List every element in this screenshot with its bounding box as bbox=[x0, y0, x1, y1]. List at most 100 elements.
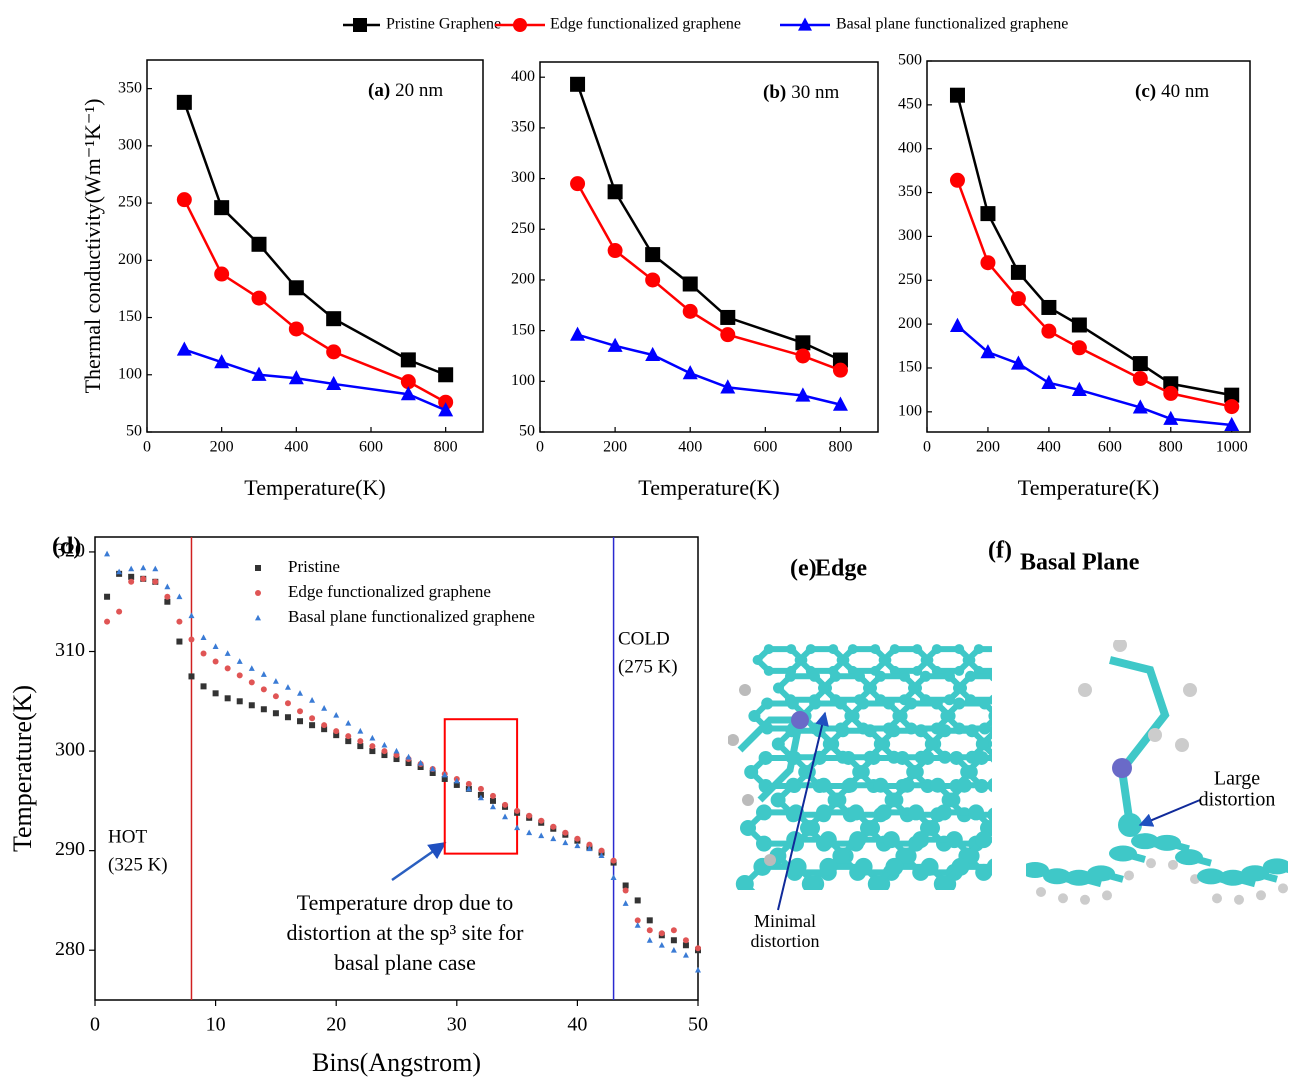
atom bbox=[1058, 666, 1068, 676]
atom bbox=[1142, 751, 1155, 764]
atom bbox=[819, 858, 837, 876]
atom bbox=[1068, 724, 1081, 737]
atom bbox=[1021, 848, 1038, 865]
atom bbox=[819, 892, 837, 910]
atom bbox=[855, 858, 873, 876]
atom bbox=[786, 778, 801, 793]
y-tick-label: 100 bbox=[118, 365, 142, 382]
data-point bbox=[176, 639, 182, 645]
atom bbox=[830, 671, 841, 682]
atom bbox=[900, 778, 915, 793]
data-point bbox=[611, 858, 617, 864]
bond bbox=[988, 812, 1052, 843]
data-point bbox=[152, 566, 158, 572]
atom bbox=[785, 671, 796, 682]
x-tick-label: 40 bbox=[567, 1014, 587, 1036]
atom bbox=[951, 858, 969, 876]
atom bbox=[1068, 751, 1081, 764]
data-point bbox=[1072, 340, 1087, 355]
atom bbox=[1168, 860, 1178, 870]
atom bbox=[1056, 836, 1072, 852]
x-axis-label: Temperature(K) bbox=[244, 475, 385, 500]
data-point bbox=[611, 874, 617, 880]
atom bbox=[1137, 779, 1151, 793]
data-point bbox=[326, 311, 341, 326]
legend-marker bbox=[255, 565, 261, 571]
data-point bbox=[213, 690, 219, 696]
data-point bbox=[369, 743, 375, 749]
data-point bbox=[623, 887, 629, 893]
x-tick-label: 400 bbox=[284, 439, 308, 456]
annotation: (275 K) bbox=[618, 656, 678, 677]
atom bbox=[966, 724, 979, 737]
atom bbox=[1075, 722, 1087, 734]
atom bbox=[1102, 890, 1112, 900]
annotation: distortion bbox=[1199, 789, 1276, 811]
y-tick-label: 300 bbox=[511, 169, 535, 186]
data-point bbox=[128, 566, 134, 572]
data-point bbox=[237, 672, 243, 678]
atom bbox=[1071, 778, 1086, 793]
data-point bbox=[326, 344, 341, 359]
atom bbox=[1091, 683, 1102, 694]
atom bbox=[1149, 892, 1167, 910]
atom bbox=[836, 724, 849, 737]
atom bbox=[953, 698, 965, 710]
y-tick-label: 50 bbox=[519, 423, 535, 440]
atom bbox=[1059, 793, 1074, 808]
atom bbox=[998, 683, 1009, 694]
atom bbox=[1044, 807, 1059, 822]
atom bbox=[1119, 892, 1137, 910]
atom bbox=[1091, 655, 1101, 665]
atom bbox=[987, 892, 1005, 910]
atom bbox=[1029, 779, 1043, 793]
atom bbox=[1101, 778, 1116, 793]
atom bbox=[1176, 765, 1190, 779]
x-tick-label: 1000 bbox=[1216, 439, 1248, 456]
atom bbox=[1017, 751, 1030, 764]
atom bbox=[876, 804, 892, 820]
data-point bbox=[394, 748, 400, 754]
atom bbox=[1119, 724, 1132, 737]
atom bbox=[857, 698, 869, 710]
atom bbox=[963, 655, 973, 665]
atom bbox=[895, 751, 909, 765]
atom bbox=[968, 804, 984, 820]
data-point bbox=[526, 813, 532, 819]
atom bbox=[1133, 683, 1144, 694]
data-point bbox=[671, 927, 677, 933]
atom bbox=[1227, 831, 1244, 848]
atom bbox=[739, 684, 751, 696]
atom bbox=[954, 644, 964, 654]
y-axis-label: Thermal conductivity(Wm⁻¹K⁻¹) bbox=[80, 99, 105, 394]
atom bbox=[1044, 820, 1060, 836]
atom bbox=[1224, 820, 1240, 836]
data-point bbox=[570, 327, 585, 341]
y-tick-label: 100 bbox=[898, 402, 922, 419]
atom bbox=[1281, 892, 1290, 910]
data-point bbox=[164, 584, 170, 590]
data-point bbox=[309, 715, 315, 721]
atom bbox=[868, 875, 886, 893]
annotation-arrow bbox=[392, 843, 445, 880]
atom bbox=[1040, 710, 1052, 722]
atom bbox=[1014, 807, 1029, 822]
data-point bbox=[608, 184, 623, 199]
atom bbox=[957, 778, 972, 793]
atom bbox=[852, 765, 866, 779]
atom bbox=[863, 683, 874, 694]
atom bbox=[890, 644, 900, 654]
data-point bbox=[406, 754, 412, 760]
atom bbox=[954, 666, 964, 676]
atom bbox=[1088, 804, 1104, 820]
annotation: Temperature drop due to bbox=[297, 890, 514, 915]
atom bbox=[996, 836, 1012, 852]
atom bbox=[1100, 671, 1111, 682]
annotation: HOT bbox=[108, 826, 147, 847]
atom bbox=[1112, 758, 1132, 778]
atom bbox=[938, 724, 951, 737]
data-point bbox=[381, 742, 387, 748]
data-point bbox=[950, 318, 965, 332]
data-point bbox=[562, 830, 568, 836]
atom bbox=[1027, 722, 1039, 734]
